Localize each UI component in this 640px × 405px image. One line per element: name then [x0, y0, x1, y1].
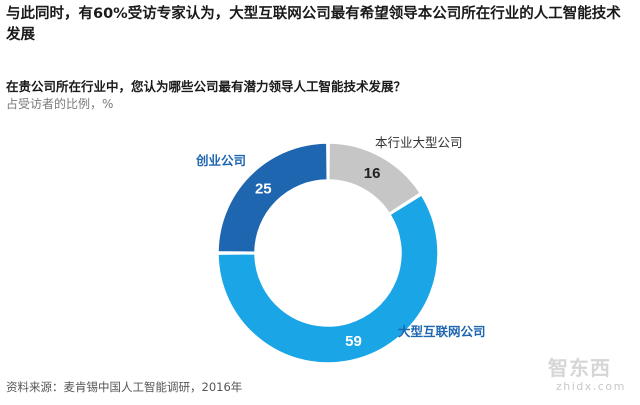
unit-note: 占受访者的比例，% — [6, 97, 114, 111]
watermark-logo: 智东西 — [548, 356, 611, 380]
donut-slice-1 — [328, 142, 422, 215]
source-note: 资料来源：麦肯锡中国人工智能调研，2016年 — [6, 380, 243, 394]
donut-slice-2 — [217, 194, 439, 364]
donut-value-label-2: 59 — [345, 333, 362, 350]
survey-question: 在贵公司所在行业中，您认为哪些公司最有潜力领导人工智能技术发展？ — [6, 79, 407, 94]
donut-category-label-2: 大型互联网公司 — [398, 324, 486, 339]
donut-value-label-3: 25 — [255, 180, 272, 197]
donut-slice-3 — [217, 142, 328, 253]
page-title: 与此同时，有60%受访专家认为，大型互联网公司最有希望领导本公司所在行业的人工智… — [6, 6, 621, 43]
donut-category-label-1: 本行业大型公司 — [375, 135, 463, 150]
watermark-url: zhidx.com — [556, 380, 626, 393]
donut-category-label-3: 创业公司 — [195, 153, 246, 168]
donut-value-label-1: 16 — [364, 165, 381, 182]
